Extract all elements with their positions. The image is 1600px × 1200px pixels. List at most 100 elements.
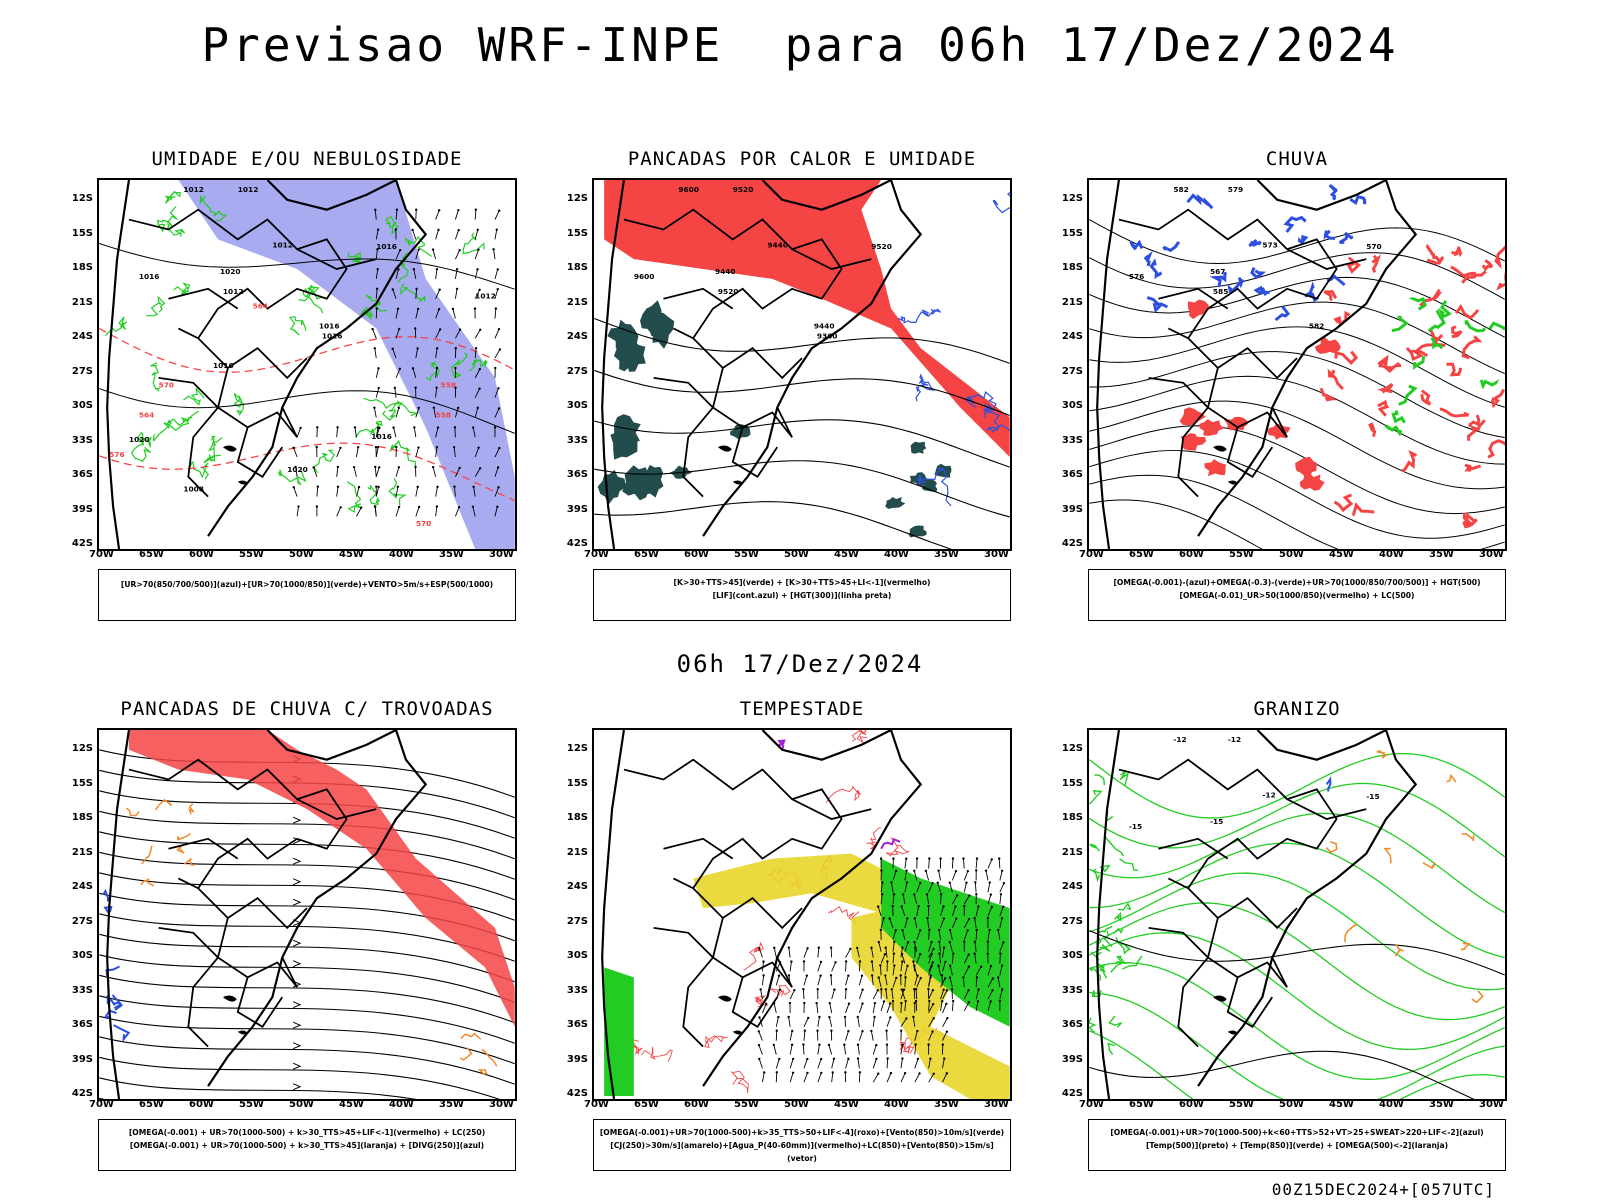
rain-area bbox=[1450, 265, 1477, 278]
lat-tick-label: 15S bbox=[71, 777, 93, 789]
wind-vector-head bbox=[942, 917, 946, 920]
wind-vector bbox=[871, 947, 874, 958]
wind-vector bbox=[374, 209, 377, 220]
instability-area bbox=[613, 414, 641, 451]
wind-vector bbox=[913, 894, 918, 905]
rain-area bbox=[1368, 422, 1377, 437]
wind-vector bbox=[892, 870, 897, 881]
wind-vector-head bbox=[975, 869, 978, 872]
wind-vector bbox=[942, 961, 946, 972]
omega500-area bbox=[1446, 773, 1457, 783]
lat-tick-label: 24S bbox=[71, 881, 93, 892]
wind-vector-head bbox=[889, 1071, 893, 1075]
instability-orange bbox=[183, 857, 195, 866]
wind-vector-head bbox=[374, 465, 377, 469]
lon-tick-label: 60W bbox=[189, 1099, 214, 1110]
streamline bbox=[99, 1077, 417, 1099]
humidity-low-levels bbox=[462, 232, 485, 255]
panel-title: PANCADAS POR CALOR E UMIDADE bbox=[627, 148, 977, 170]
omega500-area bbox=[1344, 923, 1358, 943]
wind-vector bbox=[928, 953, 933, 964]
wind-vector bbox=[857, 1016, 860, 1027]
wind-vector bbox=[831, 962, 836, 972]
wind-vector bbox=[951, 895, 958, 905]
lat-tick-label: 33S bbox=[566, 984, 588, 996]
contour-label: 585 bbox=[1213, 287, 1228, 296]
wind-vector-head bbox=[757, 1043, 761, 1047]
wind-vector-head bbox=[952, 952, 955, 955]
wind-vector bbox=[884, 975, 888, 986]
contour-label: 9520 bbox=[733, 185, 754, 194]
contour-label: 558 bbox=[441, 381, 456, 390]
wind-vector-head bbox=[360, 506, 363, 509]
lon-tick-label: 40W bbox=[1379, 1099, 1404, 1110]
precip-water-contour bbox=[885, 836, 911, 857]
wind-vector bbox=[904, 942, 909, 952]
temp850-contour bbox=[1089, 968, 1102, 981]
wind-vector-head bbox=[917, 905, 920, 908]
temp850-contour bbox=[1089, 932, 1505, 1051]
wind-vector bbox=[845, 948, 851, 958]
wind-vector-head bbox=[377, 485, 380, 489]
wind-vector bbox=[413, 269, 417, 280]
temp850-contour bbox=[1099, 944, 1111, 952]
temp850-contour bbox=[1089, 991, 1505, 1099]
temp850-contour bbox=[1107, 1042, 1115, 1055]
wind-vector-head bbox=[916, 1057, 920, 1061]
wind-vector bbox=[474, 447, 480, 458]
wind-vector bbox=[494, 289, 499, 299]
humidity-low-levels bbox=[208, 435, 223, 452]
lat-tick-label: 12S bbox=[1061, 743, 1083, 754]
lat-tick-label: 42S bbox=[71, 1088, 93, 1099]
humidity-low-levels bbox=[203, 447, 221, 464]
wind-vector-head bbox=[397, 406, 400, 410]
wind-vector bbox=[928, 1031, 933, 1041]
wind-vector-head bbox=[965, 881, 968, 884]
wind-vector-head bbox=[843, 1043, 846, 1046]
wind-vector-head bbox=[936, 881, 939, 884]
country-borders bbox=[128, 208, 377, 498]
legend-line: [OMEGA(-0.001) + UR>70(1000-500) + k>30_… bbox=[129, 1141, 485, 1150]
wind-vector-head bbox=[905, 869, 908, 872]
lifted-index-contour bbox=[897, 308, 941, 324]
wind-vector-head bbox=[412, 268, 416, 271]
legend-box: [OMEGA(-0.001)+UR>70(1000-500)+k>35_TTS>… bbox=[593, 1119, 1011, 1171]
lat-tick-label: 30S bbox=[71, 400, 93, 411]
wind-vector bbox=[494, 308, 497, 319]
rain-area bbox=[1319, 387, 1337, 402]
streamline bbox=[99, 790, 515, 839]
wind-vector bbox=[951, 953, 954, 964]
wind-vector bbox=[415, 407, 420, 418]
wind-vector bbox=[494, 447, 500, 458]
wind-vector-head bbox=[432, 406, 436, 409]
wind-vector-head bbox=[312, 466, 315, 469]
wind-vector-head bbox=[436, 485, 439, 489]
wind-vector bbox=[375, 249, 378, 260]
wind-vector-head bbox=[973, 916, 976, 920]
wind-vector-head bbox=[926, 916, 929, 920]
hgt500-contour bbox=[1089, 375, 1505, 465]
wind-vector bbox=[886, 1003, 891, 1014]
wind-vector bbox=[789, 1030, 793, 1041]
wind-vector-head bbox=[787, 946, 791, 949]
wind-vector-head bbox=[496, 505, 499, 508]
omega-strong-area bbox=[1384, 424, 1403, 437]
humidity-low-levels bbox=[425, 361, 440, 382]
wind-vector-head bbox=[436, 426, 440, 429]
contour-label: 1016 bbox=[371, 432, 392, 441]
wind-vector bbox=[831, 989, 835, 1000]
wind-vector bbox=[871, 975, 874, 986]
wind-vector bbox=[830, 947, 833, 958]
wind-vector bbox=[901, 953, 906, 964]
contour-label: 1012 bbox=[223, 287, 244, 296]
wind-vector-head bbox=[435, 446, 439, 449]
wind-vector-head bbox=[378, 466, 381, 469]
lat-tick-label: 18S bbox=[71, 812, 93, 823]
wind-vector-head bbox=[976, 1000, 980, 1003]
wind-vector-head bbox=[913, 893, 916, 896]
rain-area bbox=[1295, 456, 1318, 478]
hgt300-contour bbox=[594, 317, 1010, 364]
country-borders bbox=[1118, 208, 1367, 498]
lat-tick-label: 21S bbox=[1061, 296, 1083, 308]
